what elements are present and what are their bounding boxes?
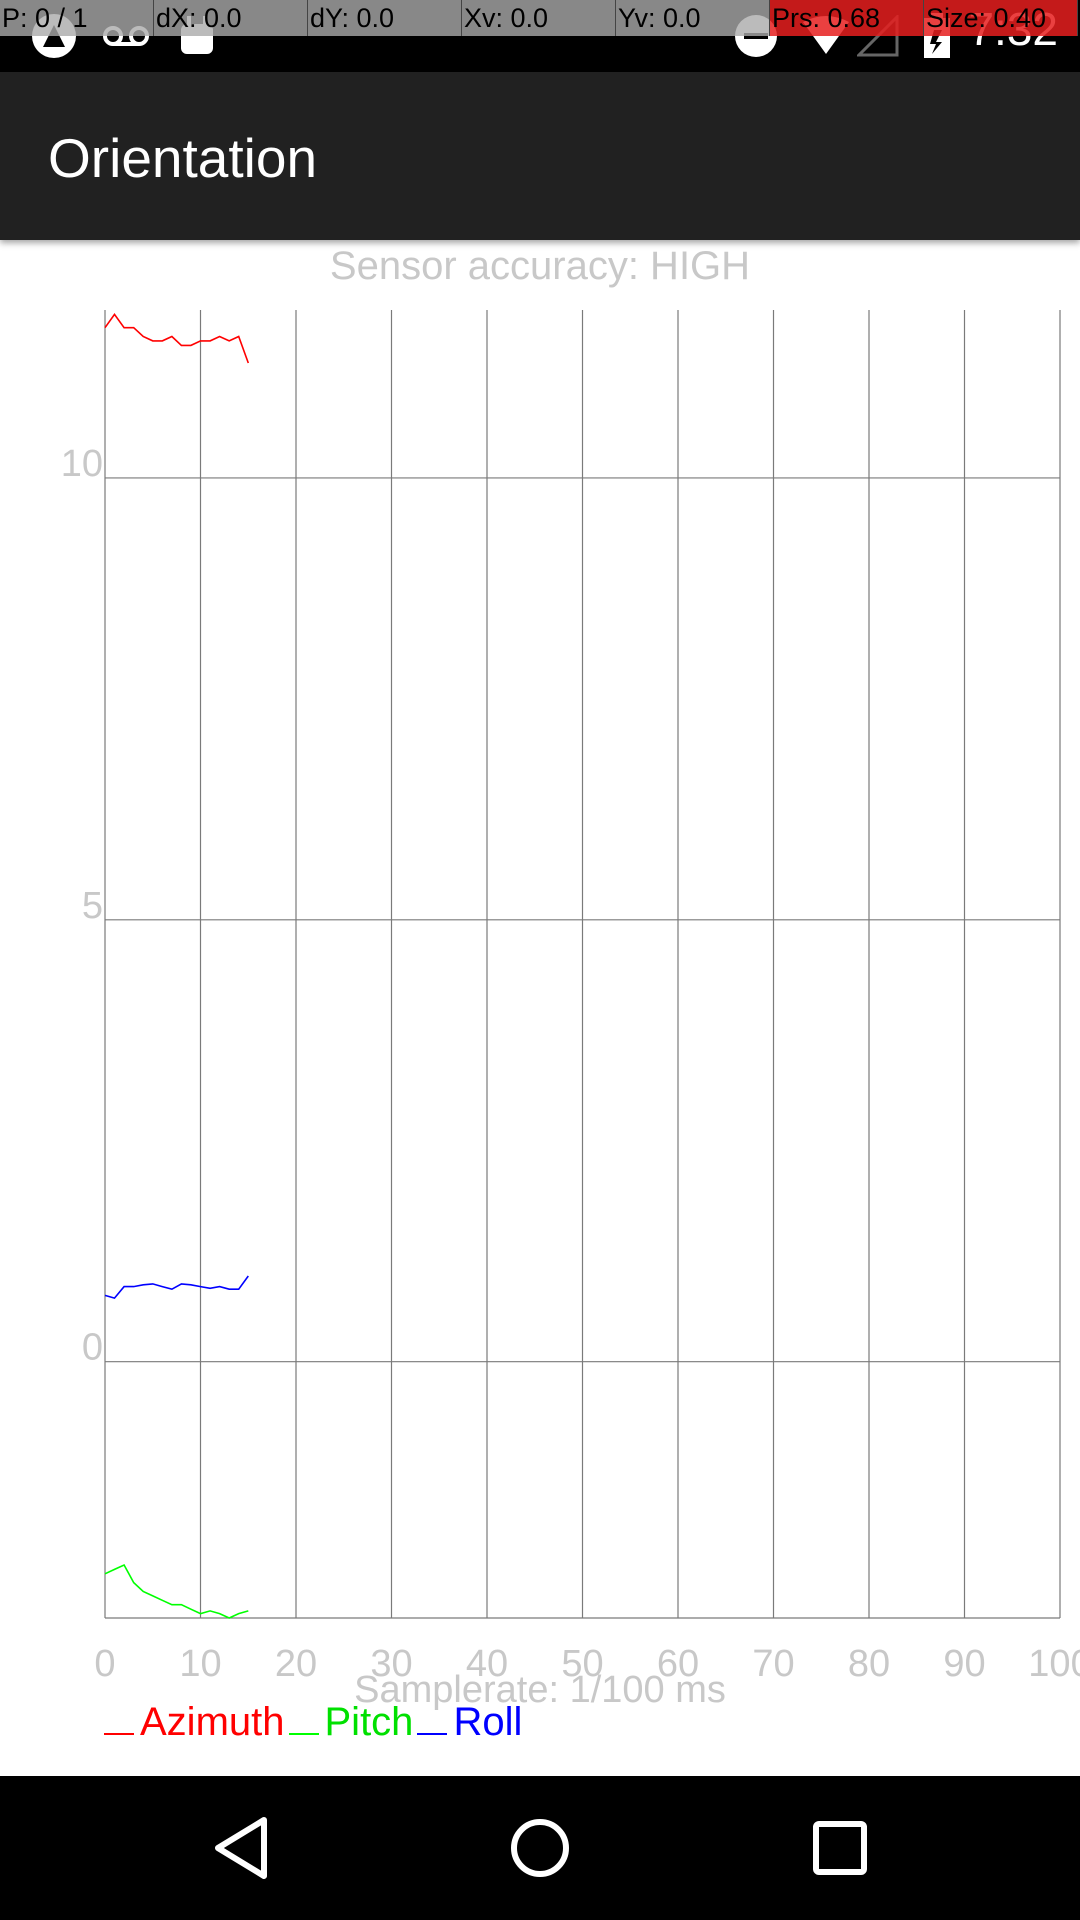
- x-tick-label: 0: [94, 1643, 115, 1685]
- series-line-azimuth: [104, 313, 250, 364]
- legend-item-azimuth: Azimuth: [104, 1700, 285, 1745]
- legend-swatch-azimuth: [104, 1733, 134, 1735]
- y-tick-label: 10: [61, 443, 103, 485]
- debug-dy: dY: 0.0: [308, 0, 462, 36]
- x-tick-label: 20: [275, 1643, 317, 1685]
- x-tick-label: 70: [752, 1643, 794, 1685]
- legend-label-roll: Roll: [453, 1700, 523, 1744]
- legend-label-azimuth: Azimuth: [140, 1700, 285, 1744]
- x-tick-label: 50: [561, 1643, 603, 1685]
- series-line-roll: [104, 1275, 249, 1300]
- debug-pressure: Prs: 0.68: [770, 0, 924, 36]
- legend-swatch-roll: [417, 1733, 448, 1735]
- back-icon[interactable]: [206, 1812, 278, 1884]
- x-tick-label: 10: [179, 1643, 221, 1685]
- x-tick-label: 90: [943, 1643, 985, 1685]
- signal-icon: [856, 10, 900, 62]
- y-tick-label: 5: [82, 885, 103, 927]
- legend-swatch-pitch: [288, 1733, 319, 1735]
- series-line-pitch: [104, 1563, 249, 1619]
- pointer-debug-overlay: P: 0 / 1 dX: 0.0 dY: 0.0 Xv: 0.0 Yv: 0.0…: [0, 0, 1080, 36]
- debug-size: Size: 0.40: [924, 0, 1078, 36]
- debug-xv: Xv: 0.0: [462, 0, 616, 36]
- debug-dx: dX: 0.0: [154, 0, 308, 36]
- x-tick-label: 60: [657, 1643, 699, 1685]
- app-bar: Orientation: [0, 72, 1080, 240]
- samplerate-label: Samplerate: 1/100 ms: [354, 1669, 726, 1711]
- legend-item-roll: Roll: [413, 1700, 522, 1745]
- x-tick-label: 40: [466, 1643, 508, 1685]
- orientation-chart[interactable]: 01020304050607080901001050Samplerate: 1/…: [0, 0, 1080, 1776]
- debug-pointer: P: 0 / 1: [0, 0, 154, 36]
- x-tick-label: 30: [370, 1643, 412, 1685]
- y-tick-label: 0: [82, 1327, 103, 1369]
- recents-icon[interactable]: [804, 1812, 876, 1884]
- x-tick-label: 100: [1028, 1643, 1080, 1685]
- page-title: Orientation: [48, 127, 318, 189]
- debug-yv: Yv: 0.0: [616, 0, 770, 36]
- sensor-accuracy-label: Sensor accuracy: HIGH: [329, 244, 751, 288]
- legend-label-pitch: Pitch: [324, 1700, 414, 1744]
- x-tick-label: 80: [848, 1643, 890, 1685]
- home-icon[interactable]: [504, 1812, 576, 1884]
- chart-legend: Azimuth Pitch Roll: [104, 1700, 522, 1745]
- navigation-bar: [0, 1776, 1080, 1920]
- legend-item-pitch: Pitch: [285, 1700, 414, 1745]
